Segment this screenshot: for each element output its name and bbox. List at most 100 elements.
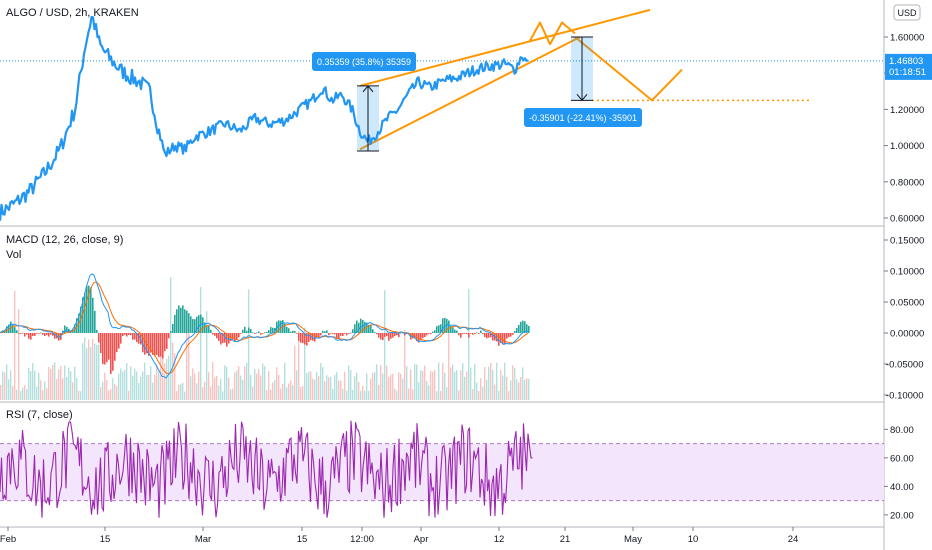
macd-histogram-bar — [236, 333, 238, 340]
volume-bar — [108, 390, 110, 400]
macd-histogram-bar — [350, 332, 352, 334]
macd-histogram-bar — [430, 333, 432, 335]
vol-title[interactable]: Vol — [6, 249, 21, 261]
macd-histogram-bar — [446, 318, 448, 333]
macd-line — [0, 273, 529, 379]
volume-bar — [280, 388, 282, 400]
macd-histogram-bar — [42, 333, 44, 335]
macd-histogram-bar — [202, 317, 204, 333]
macd-histogram-bar — [64, 325, 66, 333]
macd-histogram-bar — [272, 327, 274, 333]
macd-histogram-bar — [492, 333, 494, 341]
macd-histogram-bar — [220, 333, 222, 345]
macd-histogram-bar — [338, 333, 340, 339]
macd-histogram-bar — [162, 333, 164, 359]
volume-bar — [336, 371, 338, 400]
symbol-title[interactable]: ALGO / USD, 2h, KRAKEN — [6, 7, 139, 19]
macd-histogram-bar — [286, 326, 288, 333]
wedge-zigzag-path[interactable] — [529, 21, 576, 46]
chart-drawings[interactable] — [359, 8, 812, 151]
volume-bar — [144, 362, 146, 400]
macd-histogram-bar — [234, 333, 236, 342]
volume-bar — [424, 365, 426, 400]
macd-histogram-bar — [448, 320, 450, 333]
macd-histogram-bar — [444, 317, 446, 333]
volume-bar — [384, 290, 386, 400]
volume-bar — [232, 388, 234, 400]
time-tick-label: 24 — [788, 534, 799, 545]
macd-histogram-bar — [330, 333, 332, 334]
measure-label-text: 0.35359 (35.8%) 35359 — [317, 57, 411, 67]
rsi-line — [0, 420, 533, 518]
volume-bar — [222, 391, 224, 400]
volume-bar — [512, 365, 514, 400]
measure-label-box — [312, 52, 416, 71]
volume-bar — [330, 377, 332, 400]
volume-bar — [398, 372, 400, 400]
volume-bar — [132, 375, 134, 400]
volume-bar — [42, 390, 44, 400]
volume-bar — [308, 371, 310, 400]
volume-bar — [198, 371, 200, 400]
time-tick-label: Apr — [414, 534, 429, 545]
time-tick-label: 15 — [297, 534, 308, 545]
volume-bar — [118, 373, 120, 400]
measure-tools[interactable]: 0.35359 (35.8%) 35359 -0.35901 (-22.41%) … — [312, 36, 642, 152]
macd-histogram-bar — [440, 324, 442, 333]
volume-bar — [370, 378, 372, 400]
volume-bar — [26, 389, 28, 400]
rsi-title[interactable]: RSI (7, close) — [6, 409, 73, 421]
price-tick-label: 0.80000 — [890, 177, 924, 188]
macd-title[interactable]: MACD (12, 26, close, 9) — [6, 234, 123, 246]
price-tick-label: 1.20000 — [890, 105, 924, 116]
volume-bar — [10, 370, 12, 400]
volume-bar — [380, 365, 382, 400]
volume-bar — [482, 386, 484, 400]
volume-bar — [110, 389, 112, 400]
macd-histogram-bar — [48, 333, 50, 337]
volume-bar — [312, 378, 314, 400]
macd-histogram-bar — [20, 333, 22, 334]
macd-histogram-bar — [328, 333, 330, 336]
macd-histogram-bar — [396, 333, 398, 336]
macd-histogram-bar — [334, 333, 336, 335]
volume-bar — [168, 355, 170, 400]
macd-histogram-bar — [314, 333, 316, 342]
currency-button[interactable]: USD — [893, 4, 921, 21]
volume-bar — [372, 372, 374, 400]
time-tick-label: 15 — [100, 534, 111, 545]
macd-histogram-bar — [90, 287, 92, 333]
volume-bar — [334, 375, 336, 400]
macd-histogram-bar — [368, 324, 370, 333]
volume-bar — [378, 384, 380, 400]
volume-bar — [90, 347, 92, 400]
volume-bar — [38, 372, 40, 400]
macd-histogram-bar — [108, 333, 110, 360]
volume-bar — [442, 363, 444, 400]
currency-label: USD — [897, 8, 917, 18]
volume-bar — [494, 384, 496, 400]
macd-histogram-bar — [52, 333, 54, 336]
macd-histogram-bar — [178, 305, 180, 333]
volume-bar — [58, 369, 60, 400]
volume-bar — [88, 339, 90, 400]
volume-bar — [150, 366, 152, 400]
macd-histogram-bar — [496, 333, 498, 342]
macd-tick-label: -0.05000 — [886, 360, 924, 371]
time-tick-label: 21 — [560, 534, 571, 545]
volume-bar — [500, 369, 502, 400]
volume-bar — [138, 382, 140, 400]
macd-histogram-bar — [38, 333, 40, 334]
volume-bar — [324, 381, 326, 400]
volume-bar — [520, 377, 522, 400]
macd-histogram-bar — [96, 329, 98, 333]
wedge-lower-line[interactable] — [359, 36, 581, 151]
wedge-upper-line[interactable] — [359, 8, 651, 87]
macd-histogram-bar — [342, 333, 344, 336]
volume-bars — [0, 277, 530, 400]
macd-histogram-bar — [102, 333, 104, 365]
macd-histogram-bar — [130, 333, 132, 336]
volume-bar — [156, 364, 158, 400]
volume-bar — [116, 385, 118, 400]
